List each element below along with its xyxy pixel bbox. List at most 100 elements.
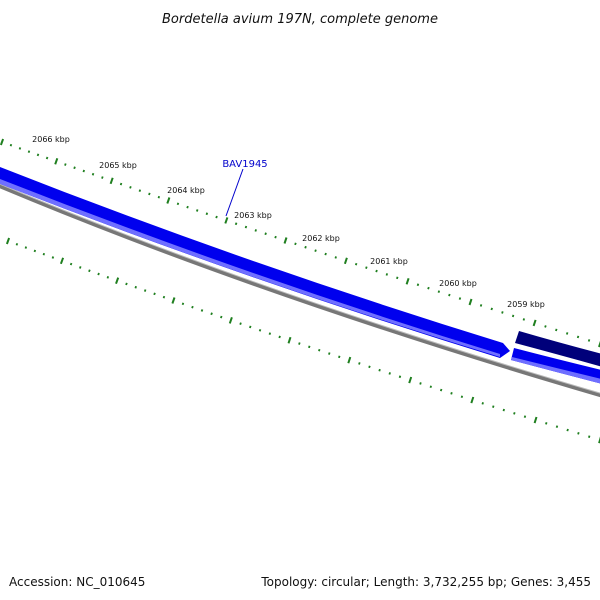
lower-ring-minor-tick [42, 252, 46, 256]
lower-ring-major-tick [115, 277, 120, 285]
lower-ring-minor-tick [555, 425, 559, 428]
upper-ring-minor-tick [544, 325, 547, 328]
upper-ring-minor-tick [334, 256, 337, 259]
lower-ring-minor-tick [33, 249, 37, 253]
upper-ring-minor-tick [195, 209, 199, 212]
upper-ring-minor-tick [45, 156, 49, 160]
lower-ring-minor-tick [388, 372, 391, 375]
lower-ring-minor-tick [328, 352, 331, 355]
upper-ring-minor-tick [324, 252, 327, 256]
upper-ring-major-tick [598, 340, 600, 348]
upper-ring-minor-tick [244, 225, 248, 229]
genome-backbone [0, 183, 600, 398]
lower-ring-minor-tick [398, 375, 402, 379]
upper-ring-minor-tick [157, 195, 161, 199]
upper-ring-minor-tick [215, 215, 218, 219]
lower-ring-major-tick [347, 356, 352, 364]
lower-ring-minor-tick [106, 276, 110, 279]
lower-ring-minor-tick [419, 382, 422, 385]
upper-ring-minor-tick [354, 262, 358, 266]
lower-ring-minor-tick [69, 262, 73, 266]
lower-ring-major-tick [171, 297, 176, 304]
lower-ring-minor-tick [523, 415, 527, 418]
upper-ring-minor-tick [304, 245, 307, 249]
upper-ring-minor-tick [427, 286, 430, 290]
upper-ring-minor-tick [314, 249, 317, 252]
lower-ring-minor-tick [450, 392, 453, 395]
lower-ring-minor-tick [181, 302, 185, 306]
upper-ring-major-tick [283, 237, 288, 244]
lower-ring-minor-tick [24, 246, 28, 249]
lower-ring-major-tick [470, 396, 475, 404]
upper-ring-major-tick [405, 277, 410, 285]
lower-ring-major-tick [228, 316, 233, 324]
tick-label-2060: 2060 kbp [439, 279, 477, 288]
upper-ring-minor-tick [186, 205, 189, 209]
upper-ring-minor-tick [9, 143, 13, 147]
upper-ring-major-tick [166, 197, 171, 204]
upper-ring-minor-tick [587, 339, 591, 342]
upper-ring-minor-tick [555, 328, 558, 332]
lower-ring-minor-tick [577, 432, 580, 435]
upper-tick-ring [0, 138, 600, 348]
map-title: Bordetella avium 197N, complete genome [162, 12, 438, 27]
upper-ring-minor-tick [82, 169, 86, 173]
lower-ring-major-tick [5, 237, 11, 245]
upper-ring-minor-tick [458, 297, 462, 300]
upper-ring-minor-tick [375, 269, 378, 273]
upper-ring-minor-tick [73, 166, 76, 170]
upper-ring-major-tick [224, 217, 229, 224]
lower-ring-minor-tick [143, 289, 147, 292]
lower-ring-minor-tick [429, 385, 432, 389]
lower-ring-minor-tick [566, 428, 569, 432]
lower-ring-minor-tick [153, 292, 156, 296]
upper-ring-minor-tick [18, 147, 22, 150]
lower-ring-minor-tick [298, 342, 301, 345]
upper-ring-minor-tick [138, 189, 142, 192]
lower-ring-major-tick [533, 416, 538, 424]
upper-ring-minor-tick [101, 176, 104, 179]
tick-labels: 2066 kbp 2065 kbp 2064 kbp 2063 kbp 2062… [32, 135, 545, 309]
tick-label-2061: 2061 kbp [370, 257, 408, 266]
lower-ring-minor-tick [258, 329, 262, 332]
upper-ring-minor-tick [385, 273, 389, 276]
tick-label-2059: 2059 kbp [507, 300, 545, 309]
lower-ring-minor-tick [338, 355, 341, 359]
lower-ring-minor-tick [125, 282, 128, 286]
gene-label-bav1945[interactable]: BAV1945 [222, 159, 267, 170]
lower-ring-major-tick [598, 436, 600, 444]
gene-bav1945[interactable] [0, 163, 510, 358]
gene-reverse-strand[interactable] [515, 331, 600, 369]
upper-ring-minor-tick [129, 186, 132, 189]
tick-label-2064: 2064 kbp [167, 186, 205, 195]
upper-ring-minor-tick [264, 232, 267, 236]
upper-ring-minor-tick [396, 276, 399, 280]
lower-ring-minor-tick [210, 312, 213, 316]
gene-forward-next[interactable] [511, 348, 600, 386]
upper-ring-minor-tick [522, 318, 526, 321]
gene-label-leader [225, 168, 244, 217]
upper-ring-minor-tick [416, 283, 420, 287]
upper-ring-minor-tick [490, 307, 493, 311]
lower-ring-minor-tick [378, 368, 381, 372]
lower-ring-minor-tick [134, 285, 137, 289]
lower-ring-minor-tick [51, 256, 55, 259]
lower-ring-minor-tick [481, 402, 484, 405]
tick-label-2062: 2062 kbp [302, 234, 340, 243]
lower-ring-minor-tick [268, 332, 272, 335]
lower-ring-minor-tick [439, 388, 443, 392]
upper-ring-minor-tick [576, 335, 580, 339]
lower-ring-minor-tick [97, 272, 100, 276]
lower-ring-major-tick [408, 376, 413, 384]
lower-ring-minor-tick [513, 412, 516, 415]
upper-ring-minor-tick [511, 314, 515, 318]
upper-ring-major-tick [0, 138, 5, 146]
upper-ring-minor-tick [294, 242, 297, 246]
lower-ring-minor-tick [492, 405, 495, 408]
upper-ring-minor-tick [254, 229, 257, 232]
lower-ring-minor-tick [318, 348, 321, 352]
upper-ring-minor-tick [36, 153, 40, 157]
genome-summary-text: Topology: circular; Length: 3,732,255 bp… [260, 575, 591, 589]
upper-ring-minor-tick [234, 222, 238, 226]
